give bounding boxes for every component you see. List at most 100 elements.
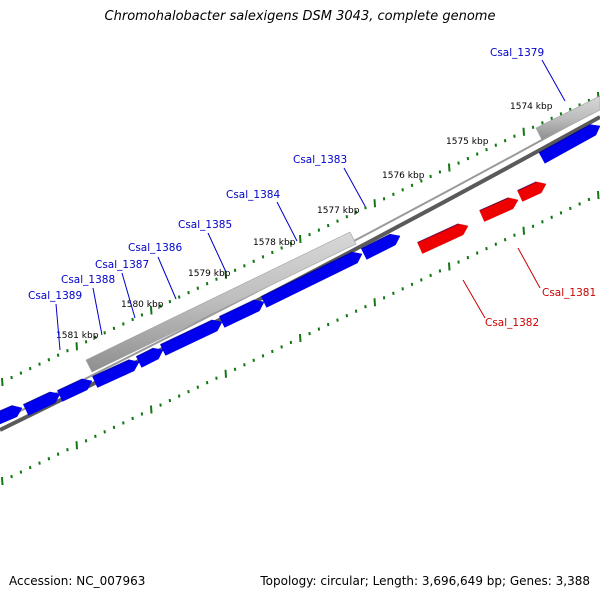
outer-scale-tick: [205, 282, 209, 286]
inner-scale-tick: [513, 233, 516, 237]
gene-leader-line: [343, 167, 366, 207]
forward-gene-label: Csal_1389: [28, 290, 82, 302]
inner-scale-tick: [299, 333, 302, 343]
kbp-tick-label: 1576 kbp: [382, 171, 425, 181]
inner-scale-tick: [541, 220, 544, 224]
inner-scale-tick: [140, 412, 144, 416]
kbp-tick-label: 1579 kbp: [188, 269, 231, 279]
reverse-gene-arrow: [479, 197, 519, 222]
outer-scale-tick: [75, 342, 78, 351]
inner-scale-tick: [150, 405, 153, 414]
forward-gene-arrow: [160, 319, 223, 356]
inner-scale-tick: [215, 376, 218, 380]
inner-scale-tick: [522, 226, 525, 235]
outer-scale-tick: [233, 268, 237, 272]
outer-scale-tick: [47, 357, 51, 362]
outer-scale-tick: [494, 143, 498, 147]
inner-scale-tick: [448, 262, 451, 271]
inner-scale-tick: [84, 439, 88, 443]
inner-scale-tick: [28, 465, 32, 470]
outer-scale-tick: [168, 299, 172, 304]
outer-scale-tick: [196, 286, 200, 290]
operon-bar: [85, 231, 357, 373]
outer-scale-tick: [122, 322, 125, 326]
kbp-tick-label: 1578 kbp: [253, 238, 296, 248]
inner-scale-tick: [261, 354, 265, 358]
inner-scale-tick: [289, 340, 293, 345]
outer-scale-tick: [541, 121, 544, 125]
reverse-gene-arrow: [417, 223, 469, 254]
inner-scale-tick: [438, 269, 442, 273]
inner-scale-tick: [373, 298, 376, 307]
inner-scale-tick: [429, 273, 432, 278]
gene-leader-line: [517, 247, 541, 289]
kbp-tick-label: 1574 kbp: [510, 102, 553, 112]
inner-scale-tick: [177, 394, 181, 398]
outer-scale-tick: [457, 161, 460, 165]
outer-scale-tick: [503, 139, 507, 143]
inner-scale-tick: [205, 381, 209, 385]
outer-scale-tick: [103, 331, 106, 335]
outer-scale-tick: [299, 234, 302, 244]
outer-scale-tick: [354, 210, 358, 214]
inner-scale-tick: [531, 224, 535, 228]
outer-scale-tick: [243, 264, 246, 268]
forward-gene-label: Csal_1386: [128, 242, 182, 254]
outer-scale-tick: [438, 170, 442, 174]
inner-scale-tick: [168, 398, 172, 403]
forward-gene-arrow: [0, 405, 23, 425]
outer-scale-tick: [429, 174, 432, 179]
operon-bar: [535, 95, 600, 141]
inner-scale-tick: [420, 278, 423, 282]
reverse-gene-arrow: [517, 181, 547, 202]
inner-scale-tick: [550, 215, 553, 220]
inner-scale-tick: [66, 448, 69, 452]
outer-scale-tick: [475, 152, 479, 156]
gene-leader-line: [92, 287, 103, 336]
outer-scale-tick: [261, 255, 265, 259]
genome-summary: Topology: circular; Length: 3,696,649 bp…: [260, 574, 590, 588]
outer-scale-tick: [401, 188, 404, 192]
outer-scale-tick: [177, 295, 181, 299]
outer-scale-tick: [382, 197, 386, 201]
gene-leader-line: [207, 232, 227, 273]
outer-scale-tick: [66, 349, 69, 353]
inner-scale-tick: [475, 251, 479, 255]
inner-scale-tick: [252, 358, 255, 363]
inner-scale-tick: [382, 296, 386, 300]
kbp-tick-label: 1577 kbp: [317, 206, 360, 216]
inner-scale-tick: [94, 434, 97, 438]
outer-scale-tick: [485, 147, 488, 152]
outer-scale-tick: [410, 183, 414, 188]
outer-scale-tick: [336, 219, 339, 223]
outer-scale-tick: [56, 353, 60, 357]
inner-scale-tick: [10, 474, 13, 479]
reverse-gene-label: Csal_1381: [542, 287, 596, 299]
inner-scale-tick: [1, 476, 4, 486]
map-title: Chromohalobacter salexigens DSM 3043, co…: [104, 9, 496, 24]
outer-scale-tick: [308, 232, 311, 237]
forward-gene-label: Csal_1379: [490, 47, 544, 59]
gene-leader-line: [157, 256, 177, 300]
inner-scale-tick: [187, 389, 190, 394]
inner-scale-tick: [587, 197, 591, 202]
forward-gene-label: Csal_1387: [95, 259, 149, 271]
outer-scale-tick: [513, 134, 516, 138]
inner-scale-tick: [271, 349, 274, 354]
outer-scale-tick: [140, 313, 144, 317]
forward-gene-arrow: [92, 359, 140, 388]
inner-scale-tick: [503, 238, 507, 242]
kbp-tick-label: 1581 kbp: [56, 331, 99, 341]
inner-scale-tick: [569, 206, 572, 211]
inner-scale-tick: [75, 441, 78, 450]
outer-scale-tick: [187, 290, 190, 295]
outer-scale-tick: [28, 366, 32, 371]
outer-scale-tick: [271, 250, 274, 255]
inner-scale-tick: [364, 305, 367, 309]
inner-scale-tick: [457, 260, 460, 264]
inner-scale-tick: [401, 287, 404, 291]
forward-gene-arrow: [23, 391, 61, 416]
inner-scale-tick: [38, 461, 41, 465]
inner-scale-tick: [392, 291, 395, 295]
